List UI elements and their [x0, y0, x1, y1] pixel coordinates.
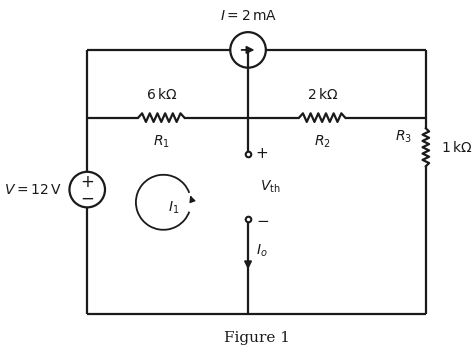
- Text: $-$: $-$: [80, 189, 95, 207]
- Text: $V=12\,\mathrm{V}$: $V=12\,\mathrm{V}$: [4, 183, 62, 196]
- Text: $V_{\mathrm{th}}$: $V_{\mathrm{th}}$: [260, 178, 281, 195]
- Text: Figure 1: Figure 1: [224, 331, 290, 344]
- Text: $R_1$: $R_1$: [153, 134, 170, 150]
- Text: $R_3$: $R_3$: [395, 129, 412, 145]
- Text: $2\,\mathrm{k}\Omega$: $2\,\mathrm{k}\Omega$: [306, 86, 338, 102]
- Text: $-$: $-$: [256, 212, 269, 227]
- Text: $R_2$: $R_2$: [314, 134, 331, 150]
- Text: $I_1$: $I_1$: [169, 199, 180, 216]
- Text: +: +: [256, 146, 268, 161]
- Text: +: +: [80, 173, 94, 191]
- Text: $1\,\mathrm{k}\Omega$: $1\,\mathrm{k}\Omega$: [441, 140, 472, 155]
- Text: $I_o$: $I_o$: [256, 242, 267, 258]
- Text: $6\,\mathrm{k}\Omega$: $6\,\mathrm{k}\Omega$: [146, 86, 177, 102]
- Text: $I=2\,\mathrm{mA}$: $I=2\,\mathrm{mA}$: [219, 9, 276, 23]
